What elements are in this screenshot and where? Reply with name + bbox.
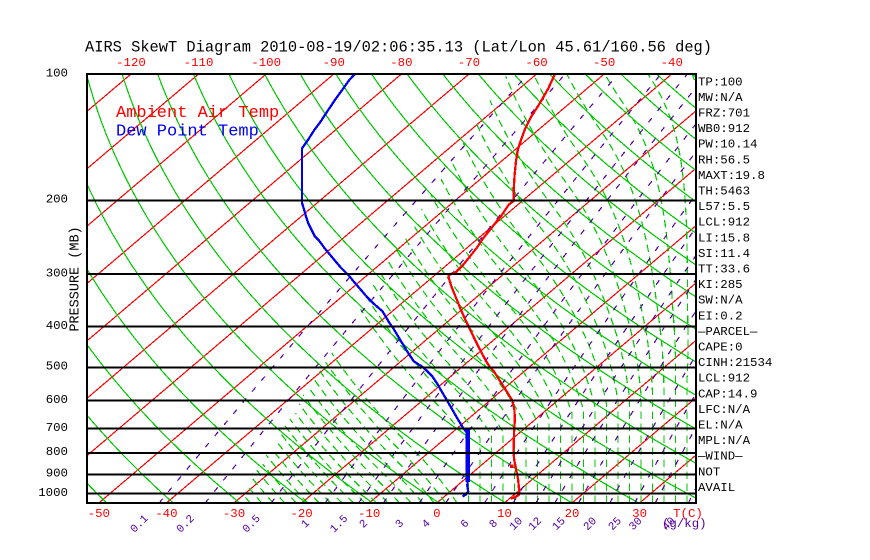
svg-text:30: 30 <box>632 507 647 521</box>
svg-text:-20: -20 <box>290 507 312 521</box>
svg-text:20: 20 <box>565 507 580 521</box>
svg-text:-110: -110 <box>184 56 214 70</box>
svg-text:-70: -70 <box>458 56 480 70</box>
svg-text:MAXT:19.8: MAXT:19.8 <box>698 169 765 183</box>
svg-text:700: 700 <box>46 421 68 435</box>
svg-text:300: 300 <box>46 267 68 281</box>
svg-text:—WIND—: —WIND— <box>697 450 743 464</box>
svg-text:-80: -80 <box>390 56 412 70</box>
svg-text:MW:N/A: MW:N/A <box>698 91 743 105</box>
svg-text:500: 500 <box>46 360 68 374</box>
svg-text:KI:285: KI:285 <box>698 278 743 292</box>
svg-text:FRZ:701: FRZ:701 <box>698 107 750 121</box>
svg-text:Ambient Air Temp: Ambient Air Temp <box>116 104 279 123</box>
svg-text:-120: -120 <box>116 56 146 70</box>
svg-text:SI:11.4: SI:11.4 <box>698 247 750 261</box>
svg-text:L57:5.5: L57:5.5 <box>698 200 750 214</box>
svg-text:AIRS SkewT Diagram 2010-08-19/: AIRS SkewT Diagram 2010-08-19/02:06:35.1… <box>85 39 712 57</box>
svg-text:LCL:912: LCL:912 <box>698 216 750 230</box>
svg-text:10: 10 <box>497 507 512 521</box>
svg-text:PW:10.14: PW:10.14 <box>698 138 758 152</box>
svg-text:AVAIL: AVAIL <box>698 481 735 495</box>
svg-text:WB0:912: WB0:912 <box>698 122 750 136</box>
svg-text:200: 200 <box>46 193 68 207</box>
svg-text:400: 400 <box>46 319 68 333</box>
svg-text:800: 800 <box>46 445 68 459</box>
svg-text:-40: -40 <box>661 56 683 70</box>
svg-text:-90: -90 <box>323 56 345 70</box>
svg-text:CAPE:0: CAPE:0 <box>698 341 743 355</box>
svg-text:SW:N/A: SW:N/A <box>698 294 743 308</box>
svg-text:TT:33.6: TT:33.6 <box>698 263 750 277</box>
svg-text:EL:N/A: EL:N/A <box>698 419 743 433</box>
svg-text:-40: -40 <box>155 507 177 521</box>
svg-text:CINH:21534: CINH:21534 <box>698 356 772 370</box>
svg-text:T(C): T(C) <box>673 507 703 521</box>
svg-text:-10: -10 <box>358 507 380 521</box>
svg-text:LCL:912: LCL:912 <box>698 372 750 386</box>
svg-text:1000: 1000 <box>38 486 68 500</box>
svg-text:LFC:N/A: LFC:N/A <box>698 403 751 417</box>
svg-text:100: 100 <box>46 66 68 80</box>
svg-text:—PARCEL—: —PARCEL— <box>697 325 758 339</box>
svg-text:0: 0 <box>433 507 440 521</box>
svg-text:900: 900 <box>46 467 68 481</box>
svg-text:-50: -50 <box>88 507 110 521</box>
svg-text:CAP:14.9: CAP:14.9 <box>698 387 758 401</box>
svg-text:TH:5463: TH:5463 <box>698 185 750 199</box>
svg-text:(g/kg): (g/kg) <box>662 517 707 531</box>
svg-text:NOT: NOT <box>698 465 720 479</box>
svg-text:EI:0.2: EI:0.2 <box>698 309 743 323</box>
svg-text:TP:100: TP:100 <box>698 75 743 89</box>
svg-text:LI:15.8: LI:15.8 <box>698 231 750 245</box>
svg-text:-100: -100 <box>251 56 281 70</box>
svg-text:RH:56.5: RH:56.5 <box>698 153 750 167</box>
svg-text:PRESSURE (MB): PRESSURE (MB) <box>69 226 84 331</box>
svg-text:Dew Point Temp: Dew Point Temp <box>116 123 259 142</box>
svg-text:-50: -50 <box>593 56 615 70</box>
svg-text:-60: -60 <box>525 56 547 70</box>
svg-text:600: 600 <box>46 393 68 407</box>
svg-text:MPL:N/A: MPL:N/A <box>698 434 751 448</box>
svg-text:-30: -30 <box>223 507 245 521</box>
